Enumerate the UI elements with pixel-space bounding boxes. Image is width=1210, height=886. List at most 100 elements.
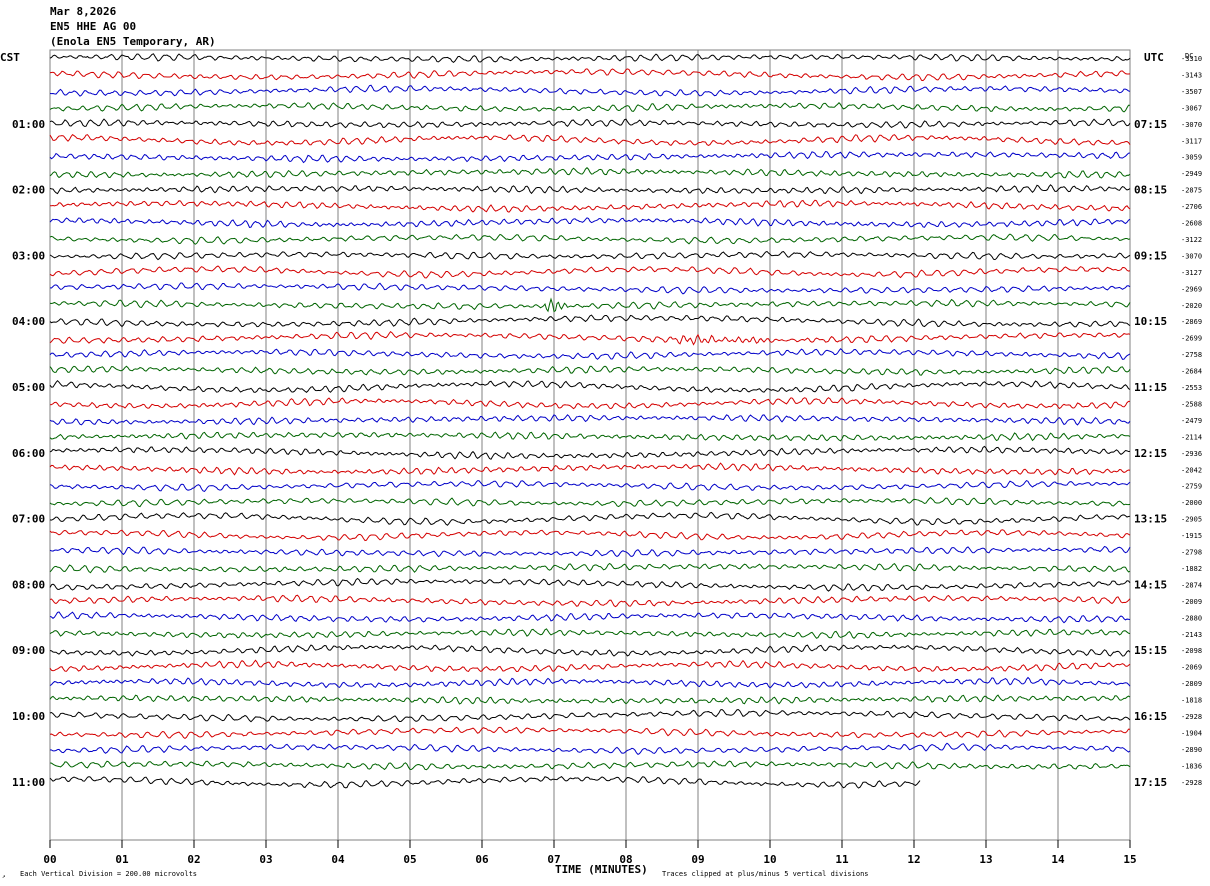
trace-line	[49, 445, 1131, 460]
dc-offset-label: -2608	[1181, 220, 1202, 228]
right-hour-label: 08:15	[1134, 184, 1167, 197]
dc-offset-label: -2069	[1181, 664, 1202, 672]
right-hour-label: 16:15	[1134, 710, 1167, 723]
dc-offset-label: -2949	[1181, 170, 1202, 178]
left-hour-label: 07:00	[12, 513, 45, 526]
dc-offset-label: -1915	[1181, 532, 1202, 540]
dc-offset-label: -2798	[1181, 549, 1202, 557]
trace-line	[49, 167, 1131, 179]
dc-offset-label: -2479	[1181, 417, 1202, 425]
clip-note: Traces clipped at plus/minus 5 vertical …	[662, 870, 869, 878]
x-tick-label: 07	[547, 853, 560, 866]
right-hour-label: 07:15	[1134, 118, 1167, 131]
dc-offset-label: -2809	[1181, 680, 1202, 688]
x-axis-label: TIME (MINUTES)	[555, 863, 648, 876]
dc-column-label: DC	[1185, 52, 1193, 60]
trace-line	[49, 511, 1131, 526]
hour-labels: 01:00 02:00 03:00 04:00 05:00 06:00 07:00 08:00…	[12, 118, 1167, 789]
right-hour-label: 14:15	[1134, 578, 1167, 591]
dc-offset-label: -2969	[1181, 285, 1202, 293]
right-hour-label: 10:15	[1134, 315, 1167, 328]
dc-offset-label: -2874	[1181, 581, 1202, 589]
trace-line	[49, 314, 1131, 328]
right-hour-label: 13:15	[1134, 513, 1167, 526]
trace-line	[49, 217, 1131, 229]
dc-offset-label: -2706	[1181, 203, 1202, 211]
trace-line	[49, 775, 921, 789]
trace-line	[49, 694, 1131, 705]
trace-line	[49, 348, 1131, 360]
dc-offset-label: -2009	[1181, 598, 1202, 606]
trace-line	[49, 577, 1131, 592]
trace-line	[49, 365, 1131, 376]
left-hour-label: 08:00	[12, 578, 45, 591]
trace-line	[49, 250, 1131, 261]
left-hour-label: 06:00	[12, 447, 45, 460]
trace-line	[49, 496, 1131, 508]
dc-offset-label: -1818	[1181, 697, 1202, 705]
right-hour-label: 17:15	[1134, 776, 1167, 789]
trace-line	[49, 397, 1130, 410]
dc-offset-label: -2699	[1181, 335, 1202, 343]
dc-offset-label: -3122	[1181, 236, 1202, 244]
x-tick-label: 12	[907, 853, 920, 866]
trace-line	[49, 545, 1131, 558]
x-tick-labels: 00 01 02 03 04 05 06 07 08 09 10 11 12 13 14 15	[43, 840, 1137, 866]
dc-offset-label: -2684	[1181, 368, 1202, 376]
dc-offset-label: -2759	[1181, 483, 1202, 491]
x-tick-label: 05	[403, 853, 416, 866]
trace-line	[49, 628, 1131, 639]
dc-offset-label: -2588	[1181, 400, 1202, 408]
dc-offset-label: -2758	[1181, 351, 1202, 359]
header-date: Mar 8,2026	[50, 5, 117, 18]
left-hour-label: 01:00	[12, 118, 45, 131]
trace-line	[49, 594, 1131, 608]
dc-offset-label: -2905	[1181, 516, 1202, 524]
dc-offset-label: -2890	[1181, 746, 1202, 754]
left-hour-label: 04:00	[12, 315, 45, 328]
trace-line	[49, 282, 1131, 295]
dc-offset-label: -3127	[1181, 269, 1202, 277]
right-hour-label: 09:15	[1134, 249, 1167, 262]
trace-line	[49, 265, 1131, 279]
dc-offset-label: -3310	[1181, 55, 1202, 63]
dc-offset-label: -2875	[1181, 187, 1202, 195]
trace-line	[49, 431, 1131, 442]
trace-line	[49, 479, 1131, 493]
left-hour-label: 09:00	[12, 644, 45, 657]
dc-offset-label: -2020	[1181, 302, 1202, 310]
trace-line	[49, 611, 1131, 624]
x-tick-label: 02	[187, 853, 200, 866]
left-hour-label: 02:00	[12, 184, 45, 197]
x-tick-label: 15	[1123, 853, 1136, 866]
left-hour-label: 11:00	[12, 776, 45, 789]
dc-offset-label: -2114	[1181, 433, 1202, 441]
left-hour-label: 03:00	[12, 249, 45, 262]
plot-grid	[49, 49, 1131, 841]
trace-line	[49, 150, 1131, 164]
x-tick-label: 14	[1051, 853, 1065, 866]
x-tick-label: 08	[619, 853, 632, 866]
trace-line	[49, 133, 1131, 146]
dc-offset-labels: -3310 -3143 -3507 -3067 -3070 -3117 -3059 -2949…	[1181, 55, 1202, 787]
dc-offset-label: -2553	[1181, 384, 1202, 392]
x-tick-label: 11	[835, 853, 849, 866]
trace-line	[49, 102, 1131, 113]
x-tick-label: 03	[259, 853, 272, 866]
trace-line	[49, 84, 1131, 97]
x-tick-label: 01	[115, 853, 129, 866]
right-hour-label: 11:15	[1134, 381, 1167, 394]
dc-offset-label: -3117	[1181, 137, 1202, 145]
dc-offset-label: -2143	[1181, 631, 1202, 639]
x-tick-label: 13	[979, 853, 992, 866]
dc-offset-label: -3143	[1181, 71, 1202, 79]
right-timezone-label: UTC	[1144, 51, 1164, 64]
header-station: EN5 HHE AG 00	[50, 20, 137, 33]
x-tick-label: 00	[43, 853, 56, 866]
dc-offset-label: -1904	[1181, 729, 1202, 737]
dc-offset-label: -1836	[1181, 762, 1202, 770]
dc-offset-label: -2928	[1181, 779, 1202, 787]
trace-line	[49, 68, 1131, 82]
trace-group	[49, 53, 1131, 789]
